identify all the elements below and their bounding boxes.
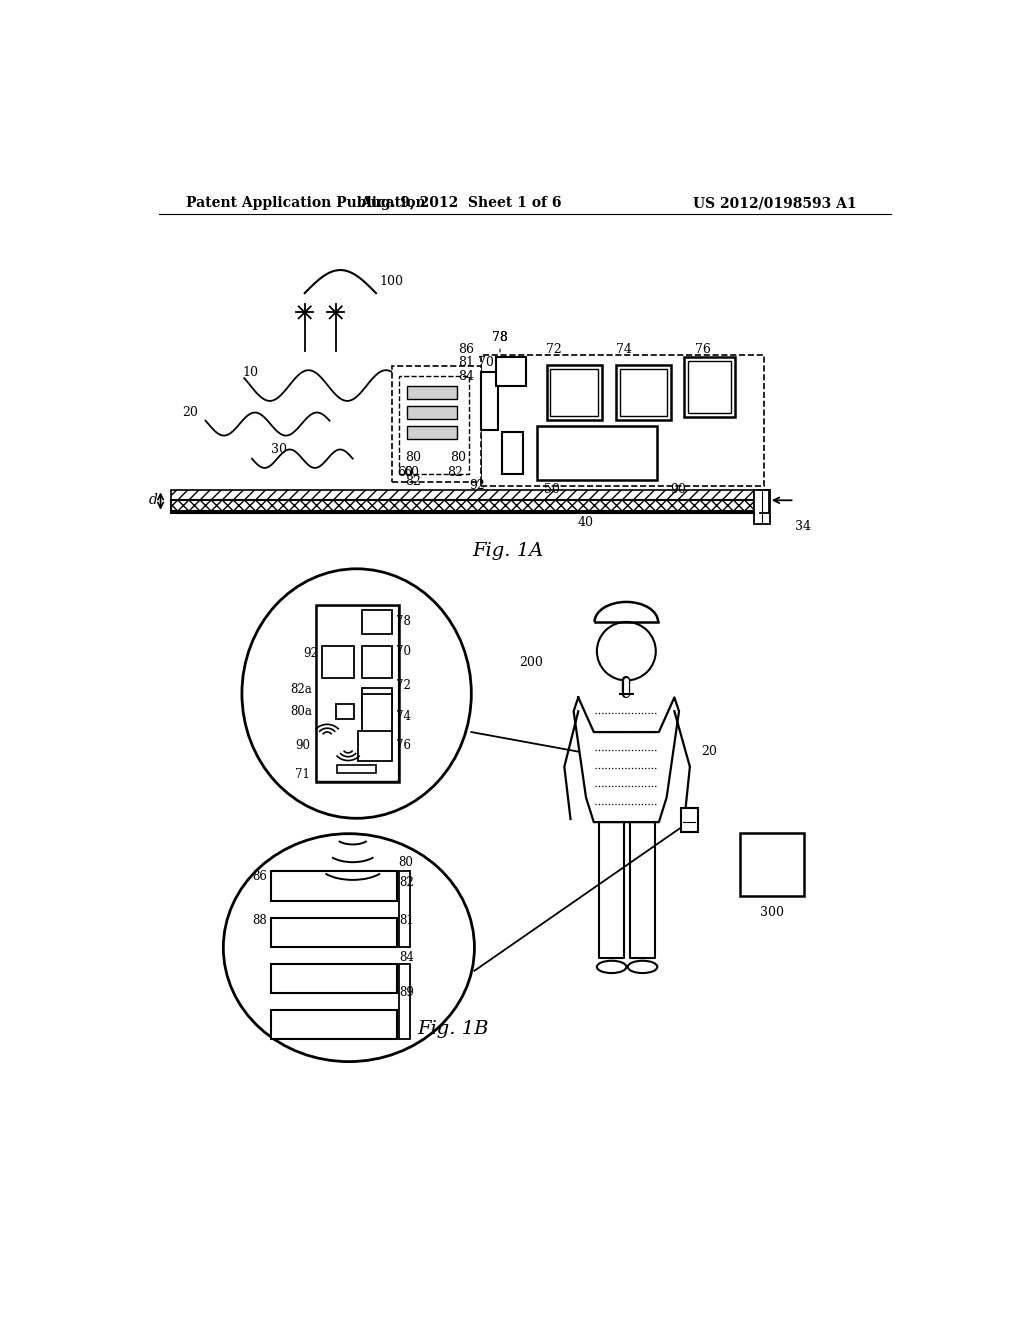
Text: 34: 34: [795, 520, 811, 533]
Text: 76: 76: [695, 343, 711, 356]
Ellipse shape: [628, 961, 657, 973]
Bar: [315, 605, 399, 781]
Text: 72: 72: [546, 343, 561, 356]
Bar: [362, 693, 391, 733]
Text: 80a: 80a: [291, 705, 312, 718]
Text: 74: 74: [395, 710, 411, 723]
Ellipse shape: [597, 961, 627, 973]
Bar: [550, 368, 598, 416]
Bar: [358, 731, 391, 760]
Text: 78: 78: [493, 330, 508, 352]
Text: Fig. 1B: Fig. 1B: [418, 1019, 489, 1038]
Bar: [621, 368, 667, 416]
Text: 92: 92: [303, 647, 318, 660]
Text: 82: 82: [399, 875, 415, 888]
Text: d: d: [148, 494, 158, 507]
Bar: [407, 405, 458, 420]
Text: 300: 300: [760, 907, 784, 920]
Text: 84: 84: [399, 952, 415, 964]
Text: 74: 74: [616, 343, 632, 356]
Bar: [684, 358, 735, 417]
Text: 72: 72: [395, 680, 411, 693]
Bar: [502, 432, 523, 474]
Text: Fig. 1A: Fig. 1A: [472, 543, 544, 560]
Bar: [688, 360, 731, 413]
Text: 80: 80: [398, 857, 413, 870]
Text: 84: 84: [458, 370, 474, 383]
Text: 90: 90: [671, 483, 686, 496]
Text: 30: 30: [271, 444, 287, 455]
Bar: [755, 490, 770, 524]
Text: 70: 70: [478, 356, 494, 370]
Text: 60: 60: [397, 466, 414, 479]
Text: 81: 81: [399, 915, 415, 927]
Bar: [399, 376, 469, 474]
Text: 78: 78: [395, 615, 411, 628]
Text: 80: 80: [406, 450, 421, 463]
Text: 100: 100: [380, 275, 403, 288]
Polygon shape: [573, 697, 679, 822]
Bar: [271, 871, 397, 900]
Bar: [399, 871, 410, 946]
Bar: [271, 1010, 397, 1039]
Text: 86: 86: [252, 870, 267, 883]
Bar: [538, 426, 657, 480]
Text: 88: 88: [252, 915, 267, 927]
Text: 82: 82: [406, 475, 421, 488]
Bar: [547, 364, 602, 420]
Bar: [480, 355, 764, 486]
Text: 50: 50: [544, 483, 560, 496]
Bar: [271, 917, 397, 946]
Bar: [362, 610, 391, 635]
Text: 92: 92: [469, 479, 484, 492]
Text: 90: 90: [295, 739, 310, 751]
Bar: [271, 964, 397, 993]
Text: 81: 81: [458, 356, 474, 370]
Text: 10: 10: [243, 366, 258, 379]
Text: 82: 82: [447, 466, 463, 479]
Bar: [171, 499, 755, 511]
Bar: [337, 704, 353, 719]
Text: 20: 20: [182, 407, 198, 418]
Text: 40: 40: [578, 516, 593, 529]
Bar: [171, 490, 755, 499]
Text: 20: 20: [701, 744, 718, 758]
Text: 70: 70: [395, 644, 411, 657]
Ellipse shape: [242, 569, 471, 818]
Bar: [480, 372, 498, 430]
Bar: [407, 425, 458, 440]
Text: 80: 80: [451, 450, 466, 463]
Bar: [407, 385, 458, 400]
Bar: [399, 964, 410, 1039]
Text: 60: 60: [402, 466, 419, 479]
Bar: [362, 645, 391, 678]
Bar: [616, 364, 671, 420]
Text: Patent Application Publication: Patent Application Publication: [186, 197, 426, 210]
Text: 200: 200: [519, 656, 543, 669]
Bar: [391, 367, 480, 482]
Text: 89: 89: [399, 986, 415, 999]
Text: 71: 71: [295, 768, 310, 781]
Bar: [322, 645, 354, 678]
Bar: [337, 766, 376, 774]
Circle shape: [597, 622, 655, 681]
Ellipse shape: [223, 834, 474, 1061]
Text: 82a: 82a: [290, 684, 311, 696]
Text: 86: 86: [458, 343, 474, 356]
Bar: [496, 358, 525, 387]
Text: Aug. 9, 2012  Sheet 1 of 6: Aug. 9, 2012 Sheet 1 of 6: [360, 197, 562, 210]
Text: 78: 78: [493, 331, 508, 345]
Bar: [740, 833, 804, 896]
Text: US 2012/0198593 A1: US 2012/0198593 A1: [693, 197, 856, 210]
Bar: [681, 808, 697, 832]
Text: 76: 76: [395, 739, 411, 751]
Bar: [362, 688, 391, 719]
